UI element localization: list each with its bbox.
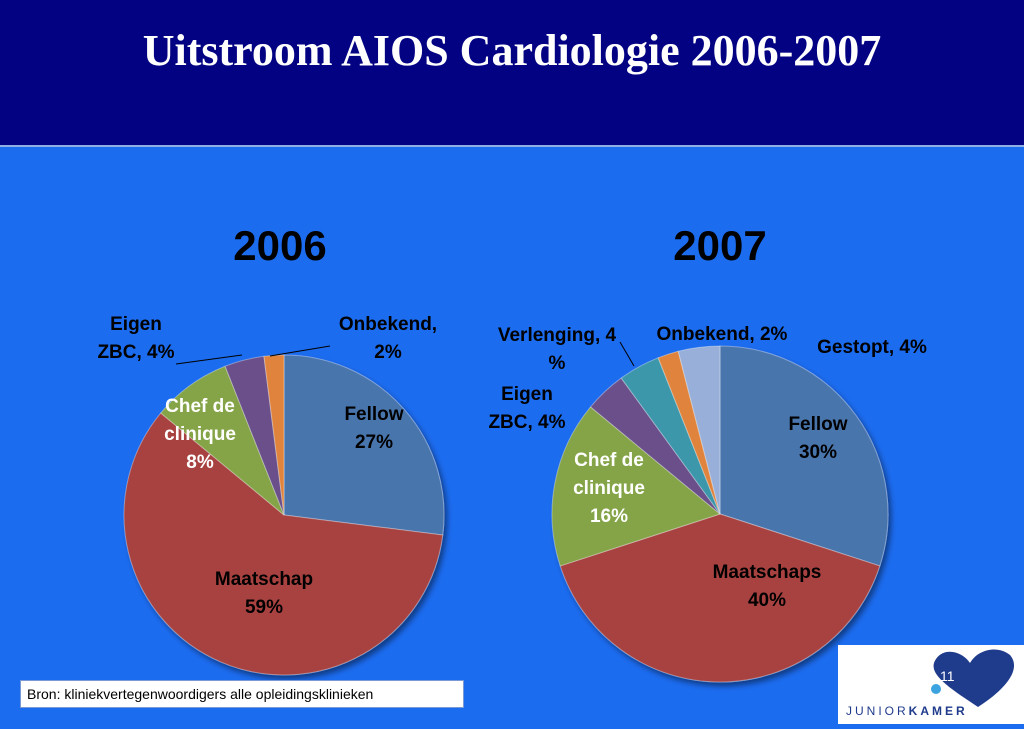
slice-label-2007-gestopt: Gestopt, 4% — [817, 337, 927, 358]
slice-label-2006-maatschap: Maatschap 59% — [215, 569, 313, 618]
slice-label-2007-verlenging: Verlenging, 4% — [498, 325, 617, 374]
pie-slice-2006-fellow — [283, 354, 445, 536]
slice-label-2007-maatschaps: Maatschaps 40% — [713, 562, 822, 611]
logo-text-light: JUNIOR — [846, 704, 909, 718]
slice-label-2006-chef-de-clinique: Chef de clinique 8% — [164, 396, 236, 473]
page-number: 11 — [940, 668, 955, 684]
slice-label-2007-eigen-zbc: Eigen ZBC, 4% — [488, 384, 565, 433]
logo-text: JUNIORKAMER — [846, 704, 968, 718]
chart-title-2006: 2006 — [233, 222, 327, 269]
slice-labels: Fellow 27% Maatschap 59% Chef de clinique 8% Ei… — [97, 314, 927, 618]
label-leader-line — [175, 354, 243, 365]
label-leader-line — [619, 341, 635, 367]
pie-slice-2007-maatschaps — [559, 513, 881, 683]
slice-label-2006-eigen-zbc: Eigen ZBC, 4% — [97, 314, 174, 363]
heart-icon — [931, 649, 1015, 707]
pie-slice-2007-fellow — [719, 345, 889, 567]
slide-title: Uitstroom AIOS Cardiologie 2006-2007 — [142, 26, 882, 75]
junior-kamer-logo: JUNIORKAMER — [838, 645, 1024, 724]
source-note: Bron: kliniekvertegenwoordigers alle opl… — [20, 680, 464, 708]
slice-label-2006-onbekend: Onbekend, 2% — [339, 314, 437, 363]
pie-slice-2006-maatschap — [123, 412, 444, 676]
pie-slice-2007-gestopt — [677, 345, 721, 515]
chart-title-2007: 2007 — [673, 222, 767, 269]
logo-text-bold: KAMER — [908, 704, 968, 718]
pie-2007 — [551, 345, 889, 683]
pie-slice-2007-chef-de-clinique — [551, 406, 722, 567]
title-divider — [0, 145, 1024, 147]
title-banner — [0, 0, 1024, 145]
slice-label-2006-fellow: Fellow 27% — [344, 404, 403, 453]
slice-label-2007-chef-de-clinique: Chef de clinique 16% — [573, 450, 645, 527]
label-leader-line — [269, 345, 331, 357]
slice-label-2007-onbekend: Onbekend, 2% — [657, 324, 788, 345]
slice-label-2007-fellow: Fellow 30% — [788, 414, 847, 463]
